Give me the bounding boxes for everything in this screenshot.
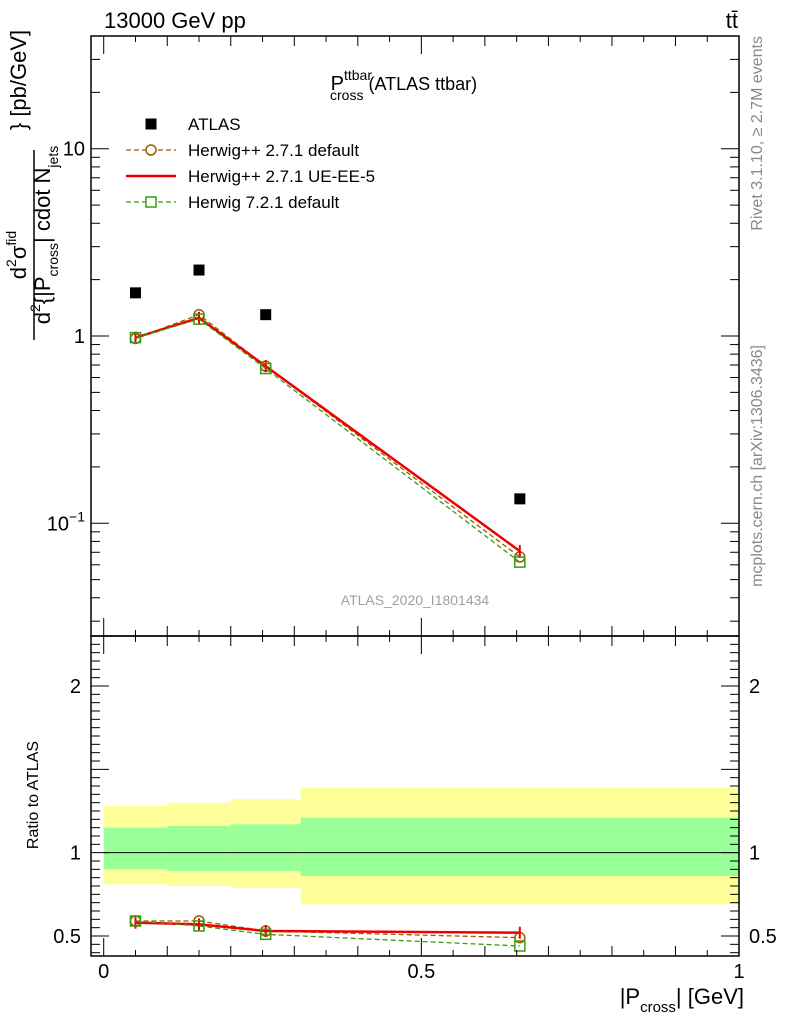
ylabel-den-sub2: jets	[45, 146, 61, 169]
data-point	[259, 928, 272, 941]
tick-exponent: −1	[69, 508, 85, 524]
series-line	[135, 313, 521, 558]
legend-entry-2: Herwig++ 2.7.1 UE-EE-5	[126, 167, 375, 186]
ylabel-num-sigma: σ	[6, 245, 31, 259]
series-line	[135, 920, 520, 939]
ratio-axes: 0 0.5 10.5 0.51 12 2	[53, 635, 777, 983]
ylabel-num-sup: 2	[3, 259, 19, 267]
energy-label: 13000 GeV pp	[104, 8, 246, 33]
legend-entry-1: Herwig++ 2.7.1 default	[126, 141, 359, 160]
x-tick-label-1: 0.5	[407, 961, 435, 983]
x-tick-label-2: 1	[733, 961, 744, 983]
main-y-axis-label: d2σfid d2{|Pcross| cdot Njets } [pb/GeV]	[3, 30, 61, 340]
ratio-series-herwig-2-7-1-ue-ee-5	[134, 916, 521, 939]
legend-marker	[145, 196, 157, 208]
data-point	[259, 362, 272, 375]
xlabel-pre: |P	[620, 984, 640, 1009]
legend-label: ATLAS	[188, 115, 241, 134]
x-tick-label-0: 0	[98, 961, 109, 983]
ratio-inner-band-0	[103, 827, 168, 870]
series-line	[135, 921, 520, 934]
title-superscript: ttbar	[344, 67, 372, 83]
data-point	[260, 309, 272, 321]
rivet-label: Rivet 3.1.10, ≥ 2.7M events	[749, 36, 766, 231]
ylabel-units: } [pb/GeV]	[6, 30, 31, 130]
legend-marker	[145, 144, 157, 156]
xlabel-sub: cross	[640, 999, 676, 1016]
ratio-y-tick-label-left-1: 1	[70, 843, 81, 865]
ratio-y-axis-label: Ratio to ATLAS	[25, 741, 42, 849]
series-line	[135, 316, 521, 553]
ylabel-den-sub: cross	[45, 243, 61, 276]
data-point	[193, 920, 205, 932]
title-suffix: (ATLAS ttbar)	[363, 74, 477, 94]
ratio-y-tick-label-right-1: 1	[749, 843, 760, 865]
main-series-atlas	[129, 264, 526, 505]
ylabel-den-d: d	[30, 312, 55, 324]
ratio-y-tick-label-left-0: 0.5	[53, 926, 81, 948]
main-series-herwig-2-7-1-ue-ee-5	[134, 311, 521, 558]
ylabel-num-sigma-sup: fid	[3, 231, 19, 246]
analysis-watermark: ATLAS_2020_I1801434	[341, 592, 490, 608]
data-point	[129, 331, 142, 344]
ratio-inner-band-2	[230, 824, 301, 871]
data-point	[514, 556, 526, 568]
main-y-tick-label-2: 10	[63, 139, 85, 161]
series-line	[135, 920, 520, 947]
data-point	[514, 493, 526, 505]
data-point	[514, 940, 526, 952]
x-axis-label: |Pcross| [GeV]	[620, 984, 744, 1016]
legend-label: Herwig 7.2.1 default	[188, 193, 339, 212]
legend-entry-0: ATLAS	[145, 115, 241, 134]
ratio-frame	[90, 635, 740, 957]
ratio-inner-band-3	[300, 817, 739, 876]
main-series-herwig-7-2-1-default	[129, 313, 526, 568]
ratio-series-layer	[129, 915, 526, 952]
data-point	[129, 287, 141, 299]
ylabel-den-sup: 2	[27, 304, 43, 312]
legend: ATLAS Herwig++ 2.7.1 default Herwig++ 2.7.…	[126, 115, 375, 212]
main-series-layer	[129, 264, 526, 568]
ylabel-den-body2: | cdot N	[30, 168, 55, 243]
ratio-y-tick-label-right-0: 0.5	[749, 926, 777, 948]
tick-base: 10	[47, 513, 69, 535]
ylabel-numerator: d2σfid	[3, 231, 31, 279]
ratio-inner-band-1	[167, 826, 231, 871]
data-point	[193, 264, 205, 276]
plot-title: Pttbar cross (ATLAS ttbar)	[330, 67, 477, 103]
ratio-uncertainty-bands	[103, 787, 739, 905]
legend-label: Herwig++ 2.7.1 UE-EE-5	[188, 167, 375, 186]
xlabel-post: | [GeV]	[676, 984, 744, 1009]
legend-marker	[145, 118, 157, 130]
legend-label: Herwig++ 2.7.1 default	[188, 141, 359, 160]
ratio-y-tick-label-left-2: 2	[70, 676, 81, 698]
data-point	[193, 313, 205, 325]
ratio-y-tick-label-right-2: 2	[749, 676, 760, 698]
main-series-herwig-2-7-1-default	[129, 308, 526, 563]
ratio-series-herwig-2-7-1-default	[129, 915, 526, 944]
series-line	[135, 318, 521, 563]
ylabel-denominator: d2{|Pcross| cdot Njets	[27, 146, 61, 324]
mcplots-label: mcplots.cern.ch [arXiv:1306.3436]	[749, 345, 766, 587]
title-subscript: cross	[330, 87, 363, 103]
main-y-tick-label-0: 10−1	[47, 508, 85, 535]
title-main: P	[331, 73, 344, 95]
legend-entry-3: Herwig 7.2.1 default	[126, 193, 339, 212]
process-label: tt̄	[726, 8, 738, 33]
data-point	[129, 915, 142, 927]
ratio-series-herwig-7-2-1-default	[129, 915, 526, 952]
ylabel-num-d: d	[6, 267, 31, 279]
ylabel-den-body: {|P	[30, 276, 55, 304]
main-y-tick-label-1: 1	[74, 326, 85, 348]
